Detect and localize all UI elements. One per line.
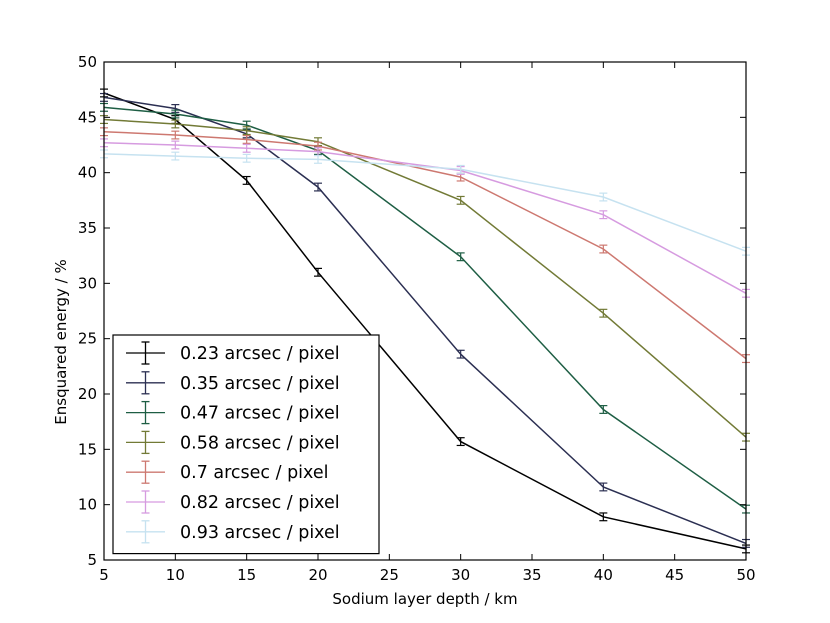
error-bar xyxy=(171,119,180,129)
y-tick-label: 50 xyxy=(78,53,97,71)
legend-box xyxy=(112,334,380,555)
error-bar xyxy=(242,143,251,153)
error-bar xyxy=(171,109,180,119)
x-tick-label: 50 xyxy=(736,566,755,584)
plot-area xyxy=(100,88,750,554)
error-bar xyxy=(314,267,322,277)
y-tick-label: 15 xyxy=(78,440,97,458)
error-bar xyxy=(599,192,608,202)
legend-swatch xyxy=(126,490,165,514)
x-tick-label: 5 xyxy=(99,566,109,584)
error-bar xyxy=(242,134,251,144)
y-tick-label: 20 xyxy=(78,385,97,403)
legend-swatch xyxy=(126,341,165,365)
error-bar xyxy=(456,195,465,205)
legend-item: 0.82 arcsec / pixel xyxy=(126,490,340,514)
series-line xyxy=(103,142,747,294)
x-tick-label: 10 xyxy=(166,566,185,584)
error-bar xyxy=(599,482,608,492)
legend: 0.23 arcsec / pixel 0.35 arcsec / pixel 0.… xyxy=(112,334,380,555)
series-4 xyxy=(100,127,750,364)
legend-item: 0.23 arcsec / pixel xyxy=(126,341,340,365)
error-bar xyxy=(599,244,608,254)
legend-label: 0.82 arcsec / pixel xyxy=(180,493,340,513)
axes-frame xyxy=(103,61,747,561)
y-axis-label: Ensquared energy / % xyxy=(52,259,70,424)
series-6 xyxy=(100,149,750,256)
legend-label: 0.23 arcsec / pixel xyxy=(180,344,340,364)
error-bar xyxy=(599,405,608,414)
legend-label: 0.7 arcsec / pixel xyxy=(180,463,329,483)
error-bar xyxy=(242,153,251,163)
y-tick-label: 10 xyxy=(78,496,97,514)
legend-label: 0.93 arcsec / pixel xyxy=(180,523,340,543)
legend-swatch xyxy=(126,430,165,455)
error-bar xyxy=(456,164,465,174)
legend-label: 0.35 arcsec / pixel xyxy=(180,374,340,394)
error-bar xyxy=(599,512,608,522)
legend-swatch xyxy=(126,371,165,395)
error-bar xyxy=(242,175,251,185)
error-bar xyxy=(314,154,322,164)
legend-item: 0.58 arcsec / pixel xyxy=(126,430,340,455)
legend-label: 0.47 arcsec / pixel xyxy=(180,404,340,424)
legend-item: 0.47 arcsec / pixel xyxy=(126,400,340,425)
error-bar xyxy=(599,210,608,220)
x-axis-label: Sodium layer depth / km xyxy=(332,590,517,608)
y-tick-label: 5 xyxy=(87,551,97,569)
y-tick-label: 40 xyxy=(78,164,97,182)
error-bar xyxy=(314,182,322,192)
y-tick-label: 25 xyxy=(78,330,97,348)
x-tick-label: 35 xyxy=(522,566,541,584)
x-tick-label: 20 xyxy=(308,566,327,584)
x-tick-label: 25 xyxy=(380,566,399,584)
x-tick-label: 45 xyxy=(665,566,684,584)
error-bar xyxy=(171,151,180,161)
error-bar xyxy=(456,437,465,447)
y-tick-label: 45 xyxy=(78,108,97,126)
legend-swatch xyxy=(126,460,165,484)
error-bar xyxy=(599,308,608,318)
y-tick-label: 35 xyxy=(78,219,97,237)
legend-swatch xyxy=(126,400,165,425)
error-bar xyxy=(171,130,180,140)
legend-item: 0.7 arcsec / pixel xyxy=(126,460,329,484)
x-tick-label: 15 xyxy=(237,566,256,584)
series-line xyxy=(103,153,747,252)
legend-item: 0.93 arcsec / pixel xyxy=(126,520,340,544)
error-bar xyxy=(242,126,251,136)
legend-item: 0.35 arcsec / pixel xyxy=(126,371,340,395)
legend-swatch xyxy=(126,520,165,544)
y-tick-label: 30 xyxy=(78,274,97,292)
error-bar xyxy=(456,349,465,359)
x-tick-label: 40 xyxy=(594,566,613,584)
axes: 5 10 15 20 25 30 35 40 45 50 5 10 15 20 25 30 35 40 45 50 xyxy=(78,53,756,584)
x-tick-label: 30 xyxy=(451,566,470,584)
series-5 xyxy=(100,138,750,298)
legend-label: 0.58 arcsec / pixel xyxy=(180,433,340,453)
error-bar xyxy=(456,252,465,262)
error-bar xyxy=(171,140,180,150)
